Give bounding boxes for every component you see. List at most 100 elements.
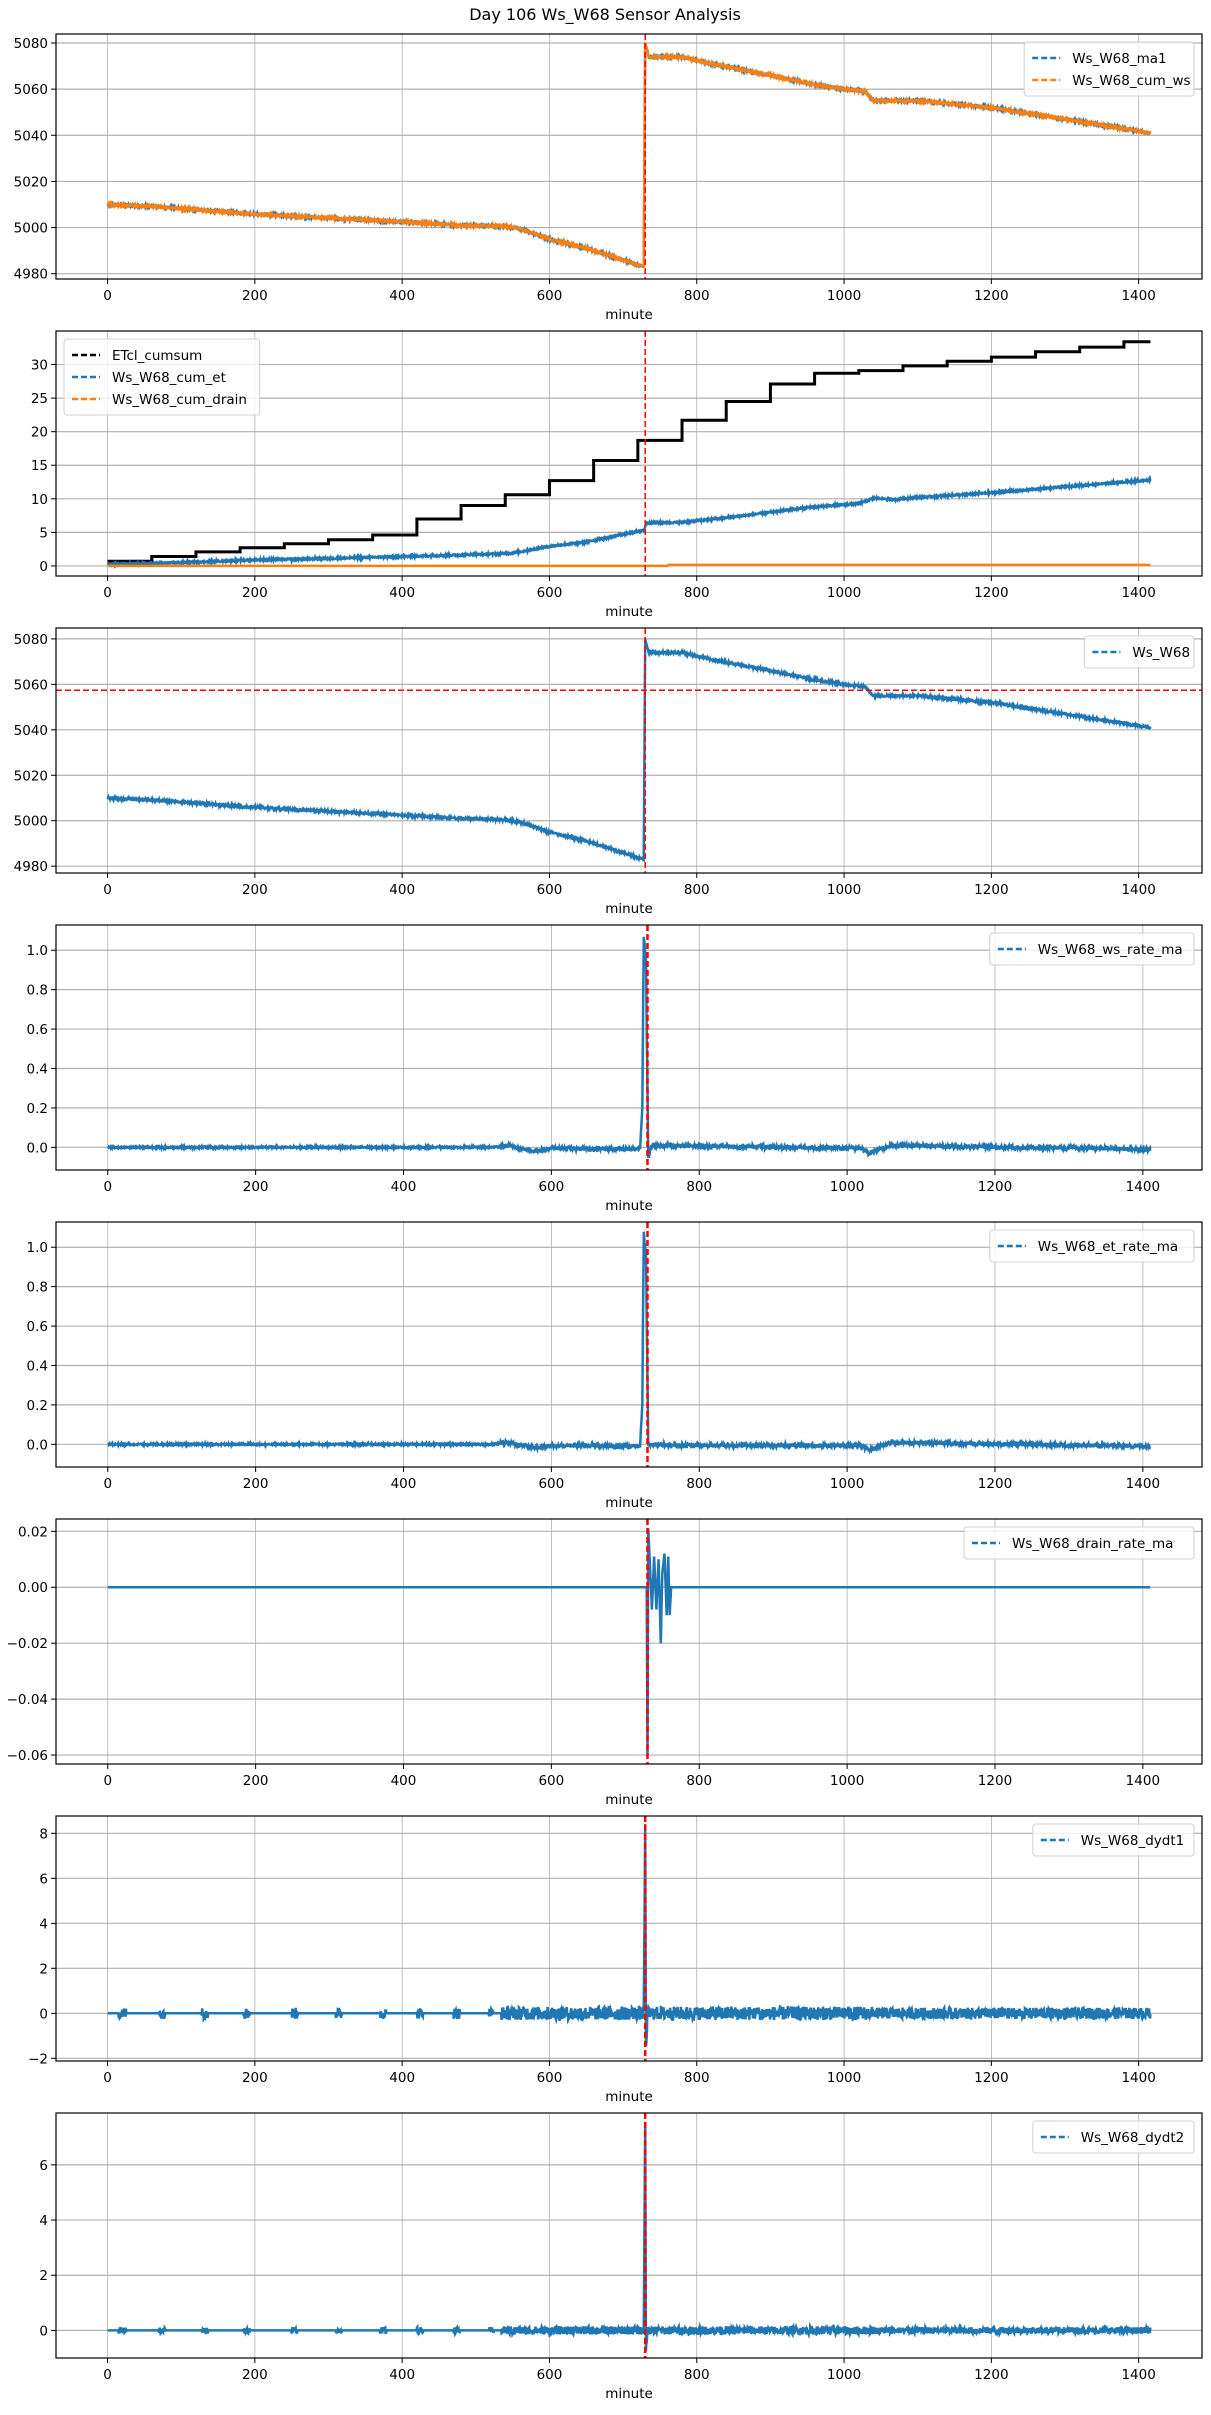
legend-box	[989, 1229, 1195, 1263]
subplot-5: 0 200 400 600 800 1000 1200 1400 0.0 0.2 0.4 0.6 0.8…	[27, 1221, 1203, 1511]
y-tick-label: 6	[39, 1871, 48, 1887]
y-tick-label: 0.0	[27, 1140, 48, 1156]
x-axis-label: minute	[605, 2089, 653, 2105]
y-tick-label: 0.00	[18, 1580, 48, 1596]
axes-frame	[55, 924, 1203, 1171]
series-line-Ws_W68_et_rate_ma	[107, 1231, 1152, 1455]
y-tick-label: 0	[39, 559, 48, 575]
x-tick-label: 1400	[1126, 1773, 1160, 1789]
x-tick-label: 1200	[974, 2070, 1008, 2086]
y-tick-label: −0.04	[7, 1692, 48, 1708]
y-tick-label: 4	[39, 1916, 48, 1932]
legend-label: ETcl_cumsum	[112, 348, 202, 364]
subplot-4: 0 200 400 600 800 1000 1200 1400 0.0 0.2 0.4 0.6 0.8…	[27, 924, 1203, 1214]
y-tick-label: 5	[39, 525, 48, 541]
plot-area	[107, 1519, 1151, 1764]
plot-area	[107, 1222, 1152, 1467]
x-tick-label: 0	[103, 882, 112, 898]
axes-frame	[55, 33, 1203, 280]
x-tick-label: 600	[538, 1773, 564, 1789]
subplot-3: 0 200 400 600 800 1000 1200 1400 4980 5000 5020 504…	[14, 627, 1203, 917]
plot-area	[56, 628, 1202, 873]
series-line-Ws_W68_cum_drain	[107, 563, 1151, 568]
y-tick-label: 5080	[14, 632, 48, 648]
x-axis-label: minute	[605, 901, 653, 917]
x-tick-label: 1200	[974, 882, 1008, 898]
x-tick-label: 1400	[1121, 288, 1155, 304]
y-tick-label: 1.0	[27, 943, 48, 959]
legend: Ws_W68_dydt2	[1032, 2120, 1195, 2154]
x-tick-label: 600	[537, 2367, 563, 2383]
x-tick-label: 600	[537, 882, 563, 898]
subplot-1: 0 200 400 600 800 1000 1200 1400 4980 5000 5020 504…	[14, 33, 1203, 323]
y-tick-label: 4980	[14, 859, 48, 875]
y-tick-label: 1.0	[27, 1240, 48, 1256]
x-tick-label: 1000	[827, 2367, 861, 2383]
x-tick-label: 800	[684, 882, 710, 898]
axes-frame	[55, 1815, 1203, 2062]
legend-label: Ws_W68	[1132, 645, 1190, 661]
x-tick-label: 400	[389, 288, 415, 304]
y-tick-label: 2	[39, 2268, 48, 2284]
axes-frame	[55, 1518, 1203, 1765]
y-tick-label: 0.8	[27, 1280, 48, 1296]
legend: Ws_W68_dydt1	[1032, 1823, 1195, 1857]
x-tick-label: 800	[686, 1476, 712, 1492]
legend-label: Ws_W68_cum_drain	[112, 392, 247, 408]
legend-box	[1023, 41, 1195, 97]
x-tick-label: 200	[242, 2367, 268, 2383]
series-line-Ws_W68_cum_et	[106, 474, 1152, 570]
y-tick-label: 5000	[14, 814, 48, 830]
y-tick-label: 5080	[14, 36, 48, 52]
x-tick-label: 1200	[974, 288, 1008, 304]
y-tick-label: 8	[39, 1826, 48, 1842]
x-tick-label: 0	[103, 1476, 112, 1492]
legend-label: Ws_W68_dydt1	[1081, 1833, 1184, 1849]
y-tick-label: 2	[39, 1961, 48, 1977]
axes-frame	[55, 1221, 1203, 1468]
y-tick-label: 4980	[14, 267, 48, 283]
subplot-7: 0 200 400 600 800 1000 1200 1400 −2 0 2 4 6 8 minute Ws…	[28, 1815, 1203, 2105]
y-tick-label: 0.4	[27, 1358, 48, 1374]
x-tick-label: 1200	[978, 1773, 1012, 1789]
axes-frame	[55, 2112, 1203, 2359]
subplot-6: 0 200 400 600 800 1000 1200 1400 −0.06 −0.04 −0.02…	[7, 1518, 1203, 1808]
subplot-8: 0 200 400 600 800 1000 1200 1400 0 2 4 6 minute Ws_W6…	[39, 2112, 1203, 2402]
x-axis-label: minute	[605, 1495, 653, 1511]
x-tick-label: 200	[242, 288, 268, 304]
y-tick-label: −2	[28, 2051, 48, 2067]
y-tick-label: 0.8	[27, 983, 48, 999]
x-tick-label: 200	[242, 585, 268, 601]
y-tick-label: 6	[39, 2158, 48, 2174]
series-line-Ws_W68_ws_rate_ma	[107, 936, 1152, 1159]
x-tick-label: 400	[391, 1476, 417, 1492]
y-tick-label: 0.02	[18, 1524, 48, 1540]
x-axis-label: minute	[605, 1198, 653, 1214]
legend-box	[1032, 1823, 1195, 1857]
y-tick-label: 0	[39, 2323, 48, 2339]
series-line-ETcl_cumsum	[107, 340, 1151, 563]
legend-label: Ws_W68_et_rate_ma	[1038, 1239, 1178, 1255]
legend-box	[1032, 2120, 1195, 2154]
x-tick-label: 1000	[827, 2070, 861, 2086]
x-tick-label: 400	[389, 585, 415, 601]
legend: Ws_W68_ws_rate_ma	[989, 932, 1195, 966]
x-tick-label: 0	[103, 585, 112, 601]
x-tick-label: 1000	[827, 882, 861, 898]
x-tick-label: 800	[684, 585, 710, 601]
legend-label: Ws_W68_ws_rate_ma	[1038, 942, 1183, 958]
y-tick-label: 15	[31, 458, 48, 474]
legend: ETcl_cumsum Ws_W68_cum_et Ws_W68_cum_drain	[63, 338, 261, 416]
x-tick-label: 200	[243, 1179, 269, 1195]
y-tick-label: 0.6	[27, 1022, 48, 1038]
x-tick-label: 0	[103, 1179, 112, 1195]
x-tick-label: 1400	[1126, 1476, 1160, 1492]
plot-area	[107, 925, 1152, 1170]
x-axis-label: minute	[605, 604, 653, 620]
plot-area	[107, 1816, 1152, 2061]
x-tick-label: 1000	[830, 1476, 864, 1492]
x-tick-label: 1400	[1121, 2367, 1155, 2383]
x-tick-label: 0	[103, 2070, 112, 2086]
y-tick-label: 0.2	[27, 1398, 48, 1414]
y-tick-label: 5020	[14, 768, 48, 784]
